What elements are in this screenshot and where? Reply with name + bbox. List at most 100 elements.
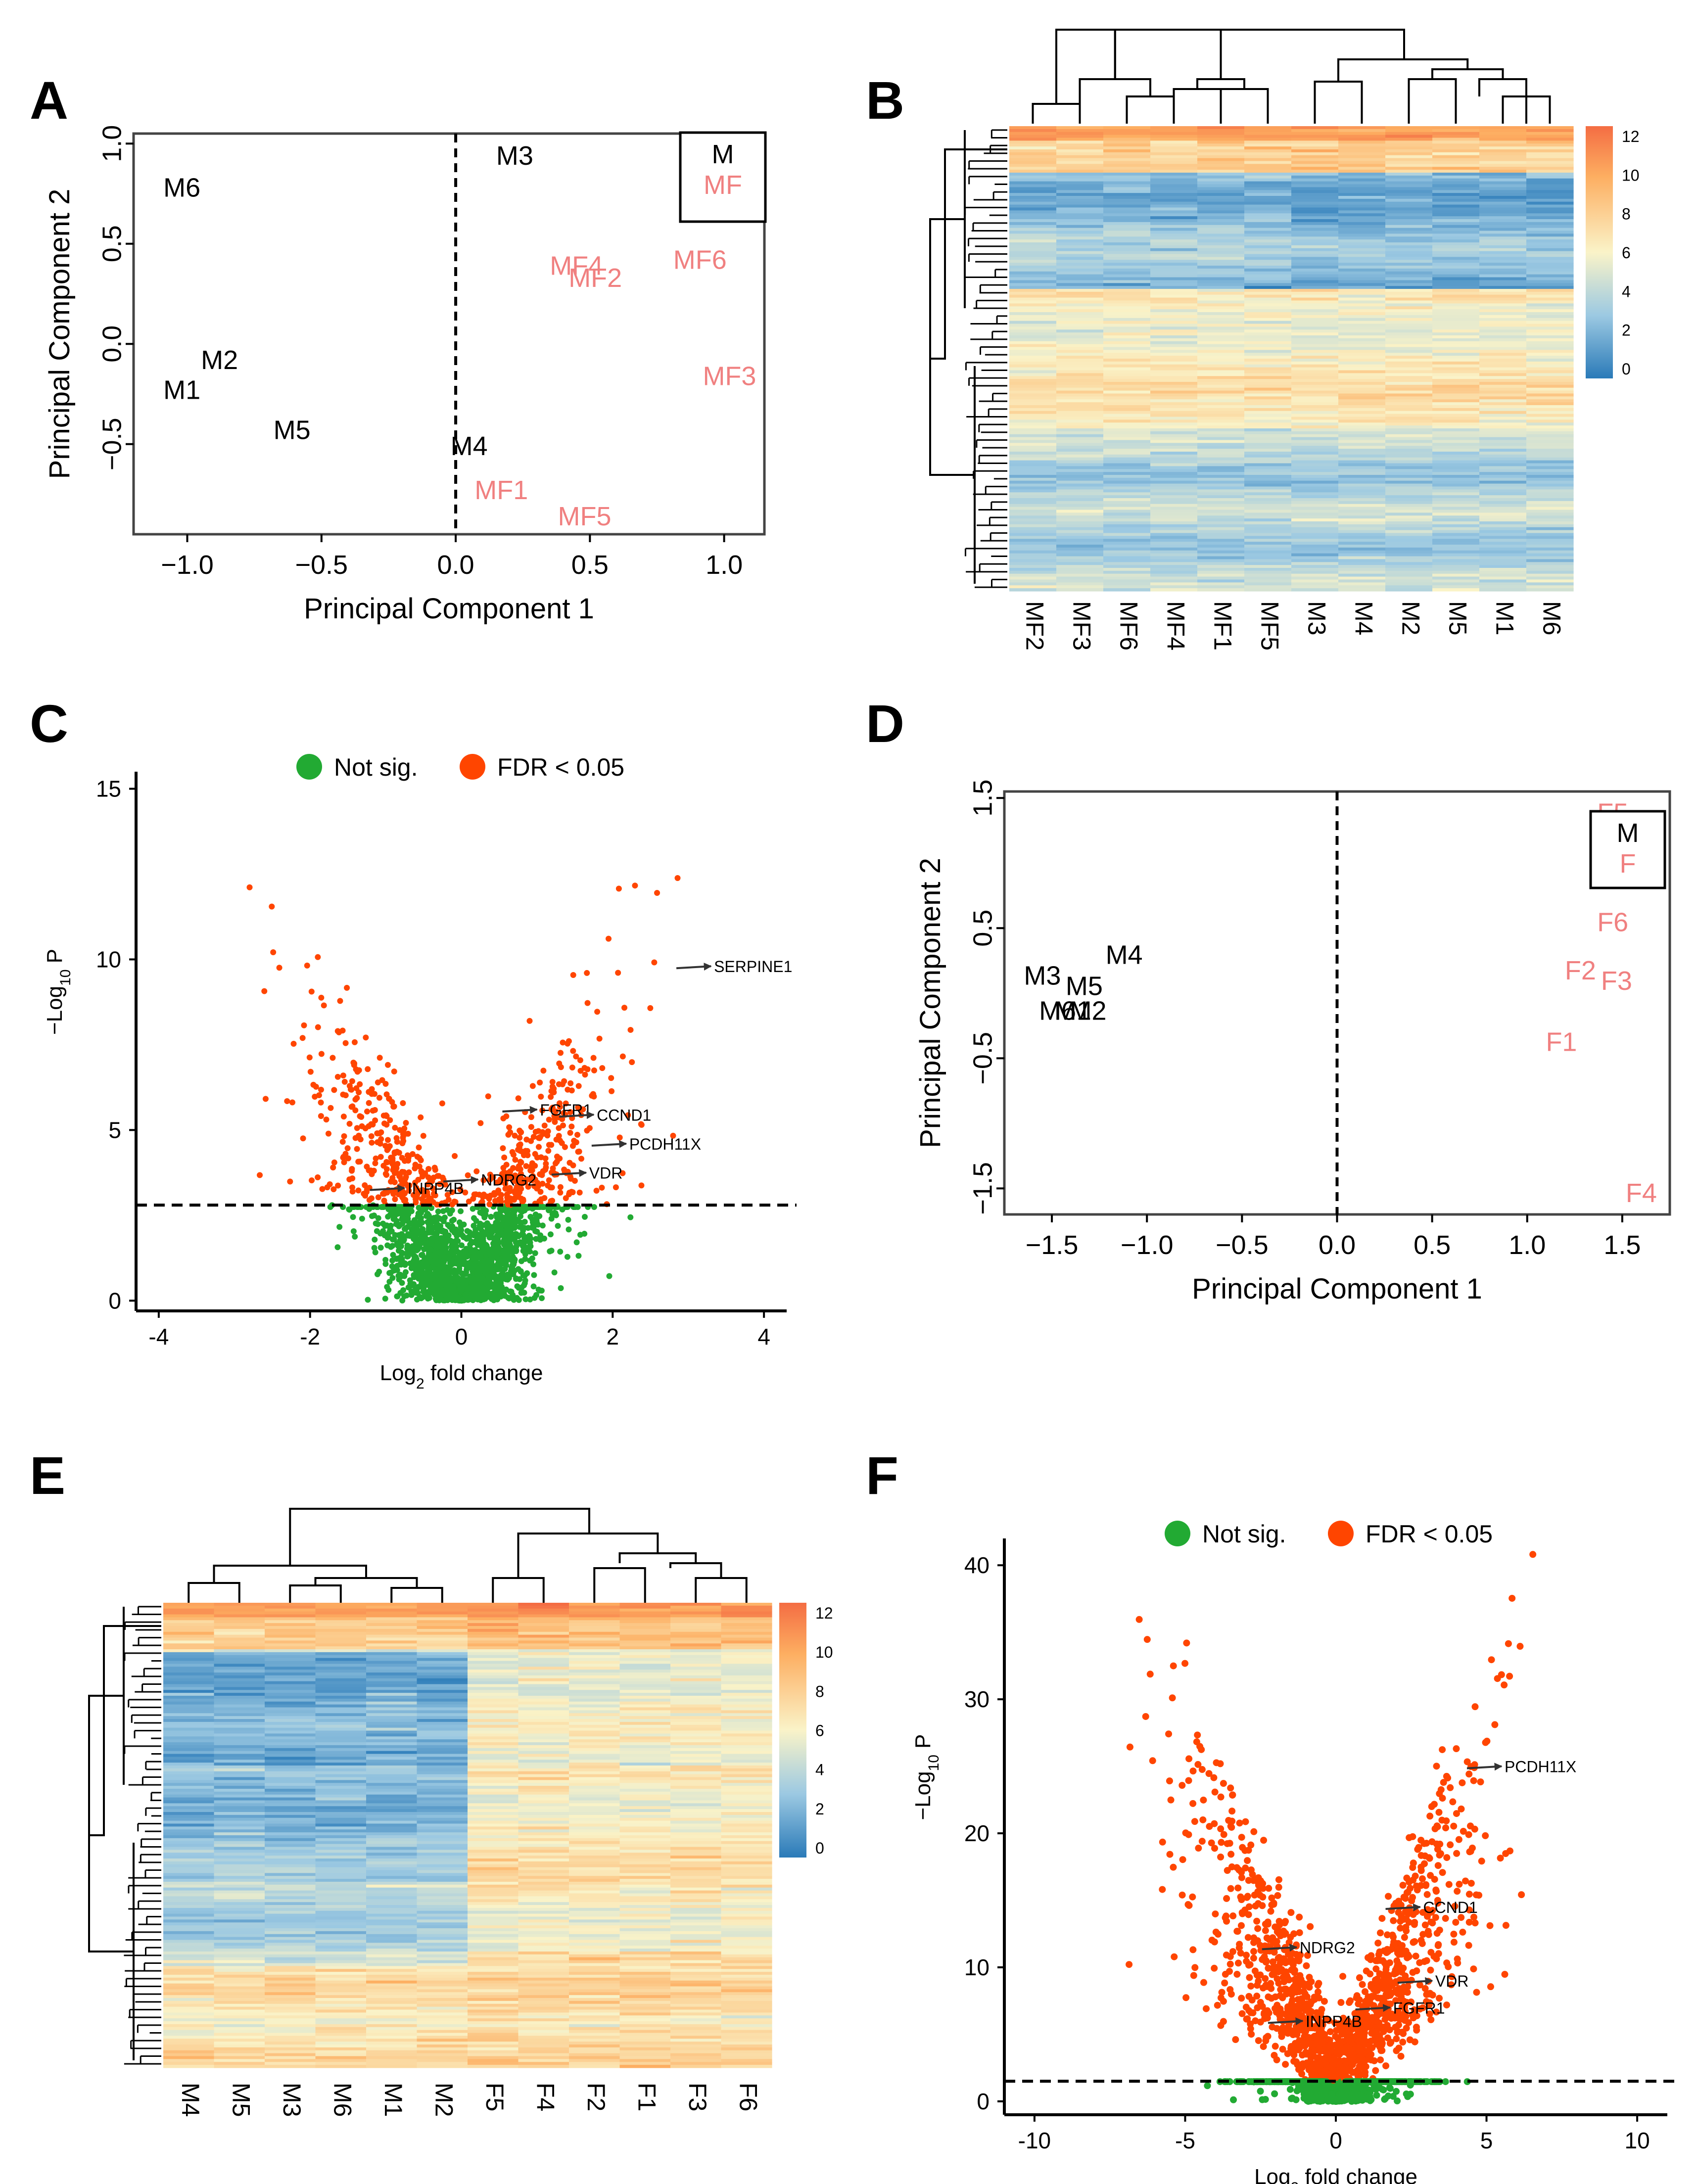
- sig-gene-point: [429, 1185, 436, 1192]
- heatmap-cell: [1197, 547, 1245, 551]
- heatmap-cell: [1056, 350, 1104, 353]
- notsig-gene-point: [516, 1218, 522, 1224]
- heatmap-cell: [1479, 280, 1527, 283]
- heatmap-cell: [1338, 472, 1386, 475]
- heatmap-cell: [1385, 201, 1433, 205]
- point-label-mf3: MF3: [703, 361, 756, 391]
- heatmap-cell: [1244, 483, 1292, 487]
- heatmap-cell: [1526, 568, 1574, 571]
- heatmap-cell: [1479, 350, 1527, 353]
- heatmap-cell: [1526, 291, 1574, 295]
- notsig-gene-point: [524, 1270, 530, 1276]
- heatmap-cell: [1150, 399, 1198, 403]
- sig-gene-point: [363, 1034, 369, 1041]
- sig-gene-point: [383, 1159, 390, 1165]
- sig-gene-point: [262, 1096, 269, 1102]
- notsig-gene-point: [415, 1210, 422, 1216]
- heatmap-cell: [1338, 190, 1386, 193]
- heatmap-cell: [1009, 573, 1057, 577]
- heatmap-cell: [1526, 582, 1574, 586]
- heatmap-cell: [1056, 370, 1104, 373]
- notsig-gene-point: [378, 1204, 385, 1210]
- heatmap-cell: [163, 1637, 215, 1641]
- heatmap-cell: [1432, 184, 1480, 187]
- heatmap-cell: [1432, 463, 1480, 466]
- heatmap-cell: [1103, 274, 1151, 278]
- heatmap-cell: [1291, 146, 1339, 150]
- heatmap-cell: [1385, 521, 1433, 525]
- heatmap-cell: [1009, 460, 1057, 464]
- heatmap-cell: [1056, 382, 1104, 385]
- heatmap-cell: [1056, 303, 1104, 307]
- heatmap-cell: [1103, 350, 1151, 353]
- heatmap-cell: [1526, 434, 1574, 438]
- heatmap-cell: [366, 1673, 418, 1676]
- heatmap-cell: [1009, 338, 1057, 342]
- heatmap-cell: [1432, 446, 1480, 449]
- heatmap-cell: [1385, 260, 1433, 263]
- notsig-gene-point: [581, 1231, 588, 1237]
- heatmap-cell: [1056, 187, 1104, 190]
- heatmap-cell: [619, 1603, 671, 1606]
- heatmap-cell: [468, 1637, 519, 1641]
- heatmap-cell: [1244, 338, 1292, 342]
- heatmap-cell: [1197, 178, 1245, 182]
- dendrogram-branch: [1084, 29, 1405, 59]
- heatmap-cell: [1385, 460, 1433, 464]
- heatmap-cell: [1197, 364, 1245, 368]
- heatmap-cell: [1150, 306, 1198, 310]
- heatmap-cell: [1291, 367, 1339, 371]
- sig-gene-point: [369, 1139, 375, 1146]
- heatmap-cell: [1432, 321, 1480, 325]
- heatmap-cell: [1385, 239, 1433, 243]
- heatmap-cell: [1385, 332, 1433, 336]
- heatmap-cell: [1385, 178, 1433, 182]
- heatmap-cell: [1526, 321, 1574, 325]
- heatmap-cell: [619, 1623, 671, 1626]
- sig-gene-point: [560, 1122, 566, 1129]
- heatmap-cell: [1103, 193, 1151, 196]
- notsig-gene-point: [418, 1235, 424, 1241]
- sig-gene-point: [413, 1185, 420, 1191]
- sig-gene-point: [352, 1096, 359, 1103]
- heatmap-cell: [1056, 492, 1104, 496]
- heatmap-cell: [1432, 376, 1480, 379]
- heatmap-cell: [569, 1603, 620, 1606]
- heatmap-cell: [1009, 434, 1057, 438]
- heatmap-cell: [569, 1611, 620, 1615]
- heatmap-cell: [1244, 222, 1292, 226]
- heatmap-cell: [721, 1628, 772, 1632]
- heatmap-cell: [1103, 242, 1151, 246]
- sig-gene-point: [391, 1150, 398, 1157]
- y-tick-label: 0: [108, 1288, 121, 1313]
- heatmap-cell: [1150, 335, 1198, 339]
- heatmap-cell: [265, 1634, 316, 1638]
- notsig-gene-point: [527, 1243, 533, 1249]
- heatmap-cell: [1385, 463, 1433, 466]
- heatmap-cell: [1056, 536, 1104, 539]
- heatmap-cell: [1291, 347, 1339, 350]
- heatmap-cell: [1338, 338, 1386, 342]
- heatmap-cell: [1479, 190, 1527, 193]
- heatmap-cell: [1150, 507, 1198, 511]
- heatmap-cell: [1150, 297, 1198, 301]
- heatmap-cell: [1150, 361, 1198, 365]
- heatmap-cell: [1338, 521, 1386, 525]
- sig-gene-point: [557, 1184, 564, 1190]
- heatmap-cell: [1526, 550, 1574, 554]
- heatmap-cell: [1244, 469, 1292, 472]
- heatmap-cell: [1197, 338, 1245, 342]
- sig-gene-point: [377, 1154, 384, 1160]
- heatmap-cell: [1103, 492, 1151, 496]
- heatmap-cell: [1526, 486, 1574, 490]
- sig-gene-point: [355, 1187, 362, 1194]
- heatmap-cell: [1103, 216, 1151, 220]
- heatmap-cell: [1526, 306, 1574, 310]
- heatmap-cell: [1526, 507, 1574, 511]
- heatmap-cell: [1056, 405, 1104, 409]
- notsig-gene-point: [382, 1261, 389, 1267]
- heatmap-cell: [1479, 338, 1527, 342]
- heatmap-cell: [1385, 573, 1433, 577]
- sig-gene-point: [524, 1152, 531, 1159]
